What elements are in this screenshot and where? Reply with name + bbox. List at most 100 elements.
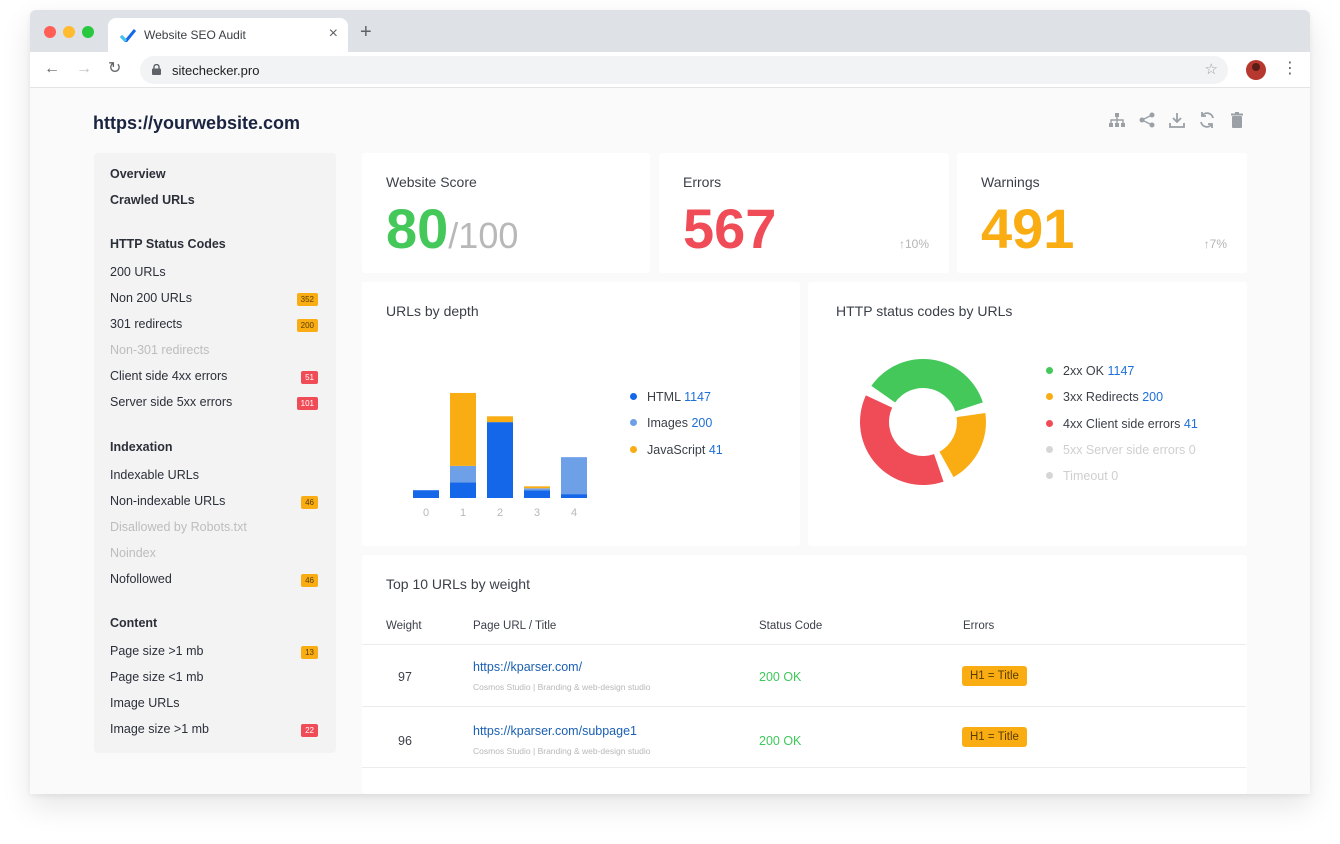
reload-icon[interactable]: ↻: [108, 60, 122, 77]
row-url-link[interactable]: https://kparser.com/subpage1: [473, 724, 637, 738]
bar-images-depth-3[interactable]: [524, 488, 550, 491]
legend-html: HTML 1147: [630, 390, 711, 404]
x-tick-label: 3: [534, 507, 540, 519]
legend-dot: [630, 419, 637, 426]
http-status-donut-chart: [860, 359, 986, 485]
divider: [362, 644, 1246, 645]
legend-value: 200: [1142, 390, 1164, 404]
sidebar-item-crawled-urls[interactable]: Crawled URLs: [110, 193, 195, 207]
legend-dot: [1046, 393, 1053, 400]
card-title: HTTP status codes by URLs: [836, 303, 1013, 319]
legend-label: Timeout: [1063, 469, 1108, 483]
arrow-up-icon: ↑: [1203, 237, 1210, 251]
x-tick-label: 1: [460, 507, 466, 519]
bar-html-depth-3[interactable]: [524, 490, 550, 498]
back-icon[interactable]: ←: [44, 60, 60, 77]
row-error-badge[interactable]: H1 = Title: [962, 666, 1027, 686]
legend-label: 2xx OK: [1063, 364, 1104, 378]
legend-dot: [1046, 367, 1053, 374]
close-tab-icon[interactable]: ×: [328, 25, 338, 42]
donut-slice-2xx[interactable]: [871, 359, 983, 412]
row-status: 200 OK: [759, 734, 802, 748]
x-tick-label: 0: [423, 507, 429, 519]
sidebar-item-noindex[interactable]: Noindex: [110, 546, 156, 560]
sidebar-item-301-redirects[interactable]: 301 redirects: [110, 317, 183, 331]
legend-label: 4xx Client side errors: [1063, 417, 1181, 431]
row-page-title: Cosmos Studio | Branding & web-design st…: [473, 682, 651, 692]
legend-value: 41: [1183, 417, 1198, 431]
trash-icon[interactable]: [1228, 111, 1246, 129]
sidebar-section-indexation: Indexation: [110, 440, 173, 454]
sitemap-icon[interactable]: [1108, 111, 1126, 129]
browser-tab[interactable]: Website SEO Audit ×: [108, 18, 348, 52]
share-icon[interactable]: [1138, 111, 1156, 129]
profile-avatar[interactable]: [1246, 60, 1266, 80]
legend-dot: [630, 446, 637, 453]
bar-images-depth-4[interactable]: [561, 457, 587, 495]
bar-images-depth-1[interactable]: [450, 465, 476, 483]
http-status-card: HTTP status codes by URLs 2xx OK 1147 3x…: [808, 282, 1247, 546]
bar-html-depth-2[interactable]: [487, 422, 513, 498]
count-badge: 51: [301, 371, 318, 384]
donut-slice-4xx[interactable]: [939, 413, 986, 478]
legend-dot: [1046, 446, 1053, 453]
sidebar-item-non-indexable-urls[interactable]: Non-indexable URLs: [110, 494, 226, 508]
errors-value: 567: [683, 197, 777, 260]
legend-5xx: 5xx Server side errors 0: [1046, 443, 1196, 457]
sidebar-item-overview[interactable]: Overview: [110, 167, 166, 181]
row-error-badge[interactable]: H1 = Title: [962, 727, 1027, 747]
sidebar-item-page-size-under-1mb[interactable]: Page size <1 mb: [110, 670, 204, 684]
sidebar-item-non-301-redirects[interactable]: Non-301 redirects: [110, 343, 210, 357]
download-icon[interactable]: [1168, 111, 1186, 129]
maximize-window-button[interactable]: [82, 26, 94, 38]
legend-label: JavaScript: [647, 443, 706, 457]
row-url-link[interactable]: https://kparser.com/: [473, 660, 583, 674]
minimize-window-button[interactable]: [63, 26, 75, 38]
count-badge: 352: [296, 293, 318, 306]
legend-images: Images 200: [630, 416, 712, 430]
bar-javascript-depth-3[interactable]: [524, 486, 550, 489]
legend-dot: [1046, 472, 1053, 479]
bar-javascript-depth-1[interactable]: [450, 392, 476, 466]
donut-slice-3xx[interactable]: [860, 395, 944, 485]
tab-bar: Website SEO Audit × +: [30, 10, 1310, 52]
sidebar-item-image-urls[interactable]: Image URLs: [110, 696, 180, 710]
page-title: https://yourwebsite.com: [93, 113, 301, 133]
browser-menu-icon[interactable]: ⋮: [1282, 60, 1298, 77]
legend-label: 5xx Server side errors: [1063, 443, 1186, 457]
sidebar-item-5xx-errors[interactable]: Server side 5xx errors: [110, 395, 233, 409]
score-max: /100: [448, 215, 519, 256]
count-badge: 200: [296, 319, 318, 332]
column-header-status: Status Code: [759, 620, 823, 632]
legend-4xx: 4xx Client side errors 41: [1046, 417, 1198, 431]
url-text: sitechecker.pro: [172, 63, 260, 78]
card-title: Errors: [683, 174, 722, 190]
bar-javascript-depth-2[interactable]: [487, 416, 513, 423]
sidebar-item-4xx-errors[interactable]: Client side 4xx errors: [110, 369, 228, 383]
page-content: https://yourwebsite.com Overview Crawled…: [30, 89, 1310, 794]
refresh-icon[interactable]: [1198, 111, 1216, 129]
delta-value: 7%: [1209, 237, 1227, 251]
count-badge: 46: [301, 496, 318, 509]
sidebar-item-image-size-over-1mb[interactable]: Image size >1 mb: [110, 722, 210, 736]
legend-label: HTML: [647, 390, 681, 404]
sidebar-item-200-urls[interactable]: 200 URLs: [110, 265, 166, 279]
sidebar-item-page-size-over-1mb[interactable]: Page size >1 mb: [110, 644, 204, 658]
divider: [362, 767, 1246, 768]
legend-value: 0: [1188, 443, 1196, 457]
close-window-button[interactable]: [44, 26, 56, 38]
count-badge: 13: [301, 646, 318, 659]
forward-icon[interactable]: →: [76, 60, 92, 77]
address-bar[interactable]: sitechecker.pro ☆: [140, 56, 1228, 84]
bookmark-star-icon[interactable]: ☆: [1204, 61, 1218, 78]
sidebar-item-indexable-urls[interactable]: Indexable URLs: [110, 468, 199, 482]
legend-3xx: 3xx Redirects 200: [1046, 390, 1163, 404]
sidebar-item-nofollowed[interactable]: Nofollowed: [110, 572, 172, 586]
new-tab-icon[interactable]: +: [360, 21, 372, 43]
sidebar-item-disallowed-robots[interactable]: Disallowed by Robots.txt: [110, 520, 247, 534]
header-actions: [1108, 111, 1246, 129]
bar-html-depth-0[interactable]: [413, 490, 439, 498]
sidebar-item-non-200-urls[interactable]: Non 200 URLs: [110, 291, 192, 305]
bar-html-depth-4[interactable]: [561, 494, 587, 498]
bar-html-depth-1[interactable]: [450, 482, 476, 498]
